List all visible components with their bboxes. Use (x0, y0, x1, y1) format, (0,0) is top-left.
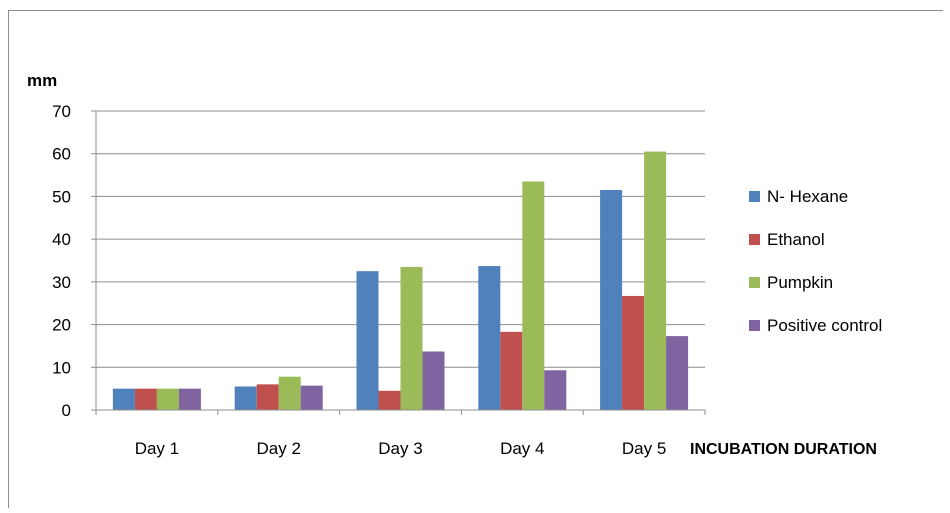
y-axis-unit-label: mm (27, 71, 57, 90)
bar-ethanol-day-3 (378, 390, 401, 410)
bar-n-hexane-day-2 (234, 386, 257, 410)
x-tick-label: Day 5 (622, 439, 666, 458)
bar-ethanol-day-5 (622, 295, 645, 410)
axes: 0 10 20 30 40 50 60 70 Day 1 Day 2 Day 3 Day 4 Day 5 (52, 102, 706, 458)
bar-n-hexane-day-4 (478, 266, 501, 410)
y-tick-label: 40 (52, 230, 71, 249)
bar-n-hexane-day-3 (356, 271, 379, 410)
legend-label: Ethanol (767, 230, 825, 249)
bar-n-hexane-day-1 (112, 388, 135, 410)
bar-pumpkin-day-3 (400, 266, 423, 410)
x-tick-label: Day 3 (378, 439, 422, 458)
y-tick-label: 20 (52, 316, 71, 335)
chart-frame (8, 10, 943, 508)
legend-swatch (749, 191, 760, 202)
bar-positive-control-day-4 (544, 370, 567, 410)
bar-pumpkin-day-2 (278, 376, 301, 410)
bar-n-hexane-day-5 (600, 190, 623, 410)
bar-ethanol-day-2 (256, 384, 279, 410)
bar-positive-control-day-1 (178, 388, 201, 410)
bar-ethanol-day-1 (134, 388, 157, 410)
bar-positive-control-day-5 (666, 336, 689, 410)
bar-pumpkin-day-4 (522, 181, 545, 410)
bar-ethanol-day-4 (500, 331, 523, 410)
y-tick-label: 30 (52, 273, 71, 292)
x-tick-label: Day 2 (256, 439, 300, 458)
bar-pumpkin-day-1 (156, 388, 179, 410)
legend: N- Hexane Ethanol Pumpkin Positive control (749, 187, 882, 335)
legend-label: Pumpkin (767, 273, 833, 292)
bar-positive-control-day-2 (300, 385, 323, 410)
y-tick-label: 0 (62, 401, 71, 420)
x-tick-label: Day 4 (500, 439, 544, 458)
legend-swatch (749, 277, 760, 288)
y-tick-label: 50 (52, 187, 71, 206)
legend-label: N- Hexane (767, 187, 848, 206)
bar-pumpkin-day-5 (644, 151, 667, 411)
x-axis-title: INCUBATION DURATION (690, 441, 877, 458)
y-tick-label: 10 (52, 358, 71, 377)
y-tick-label: 60 (52, 145, 71, 164)
legend-swatch (749, 234, 760, 245)
legend-label: Positive control (767, 316, 882, 335)
x-tick-label: Day 1 (135, 439, 179, 458)
y-tick-label: 70 (52, 102, 71, 121)
bars (112, 151, 689, 411)
legend-swatch (749, 320, 760, 331)
bar-positive-control-day-3 (422, 351, 445, 410)
